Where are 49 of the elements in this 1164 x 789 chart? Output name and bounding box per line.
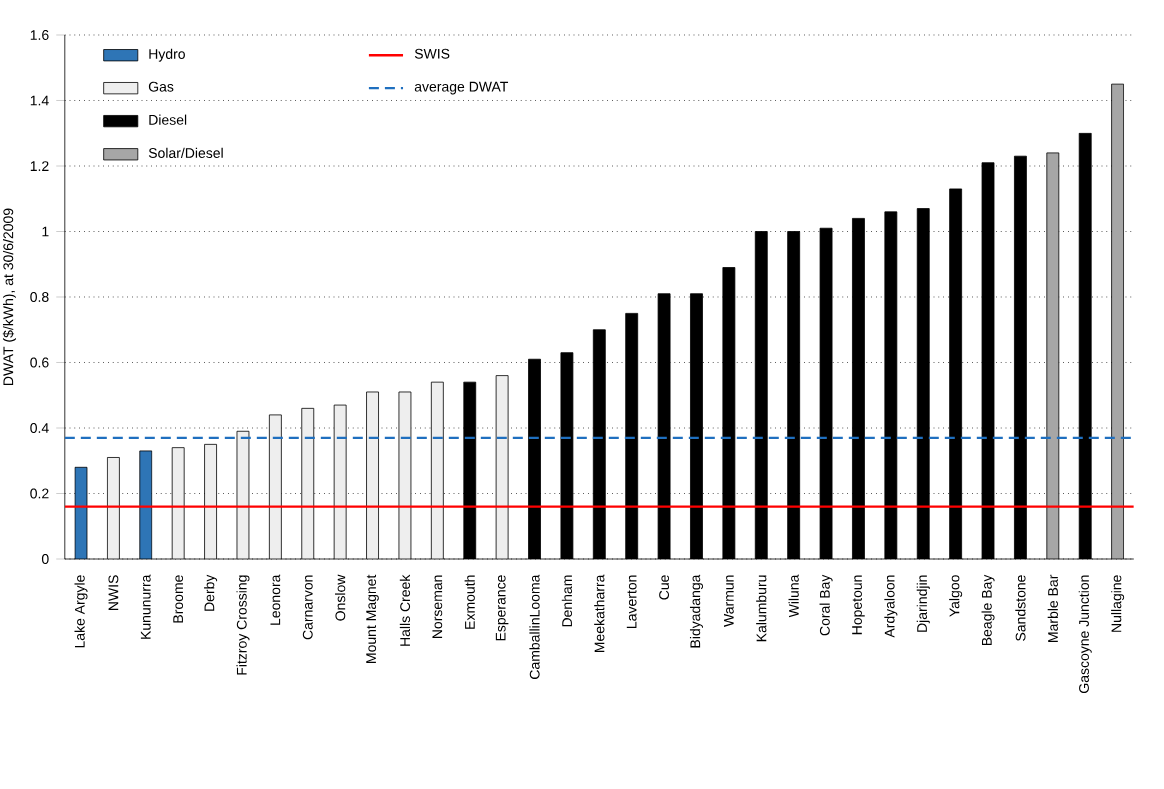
x-tick-label: Coral Bay — [819, 574, 833, 636]
x-tick-label: Bidyadanga — [689, 574, 704, 648]
x-tick-label: Gascoyne Junction — [1078, 575, 1092, 693]
x-tick-label: Marble Bar — [1047, 574, 1058, 642]
x-tick-label: Wiluna — [788, 574, 799, 618]
x-tick-label: Sandstone — [1015, 575, 1026, 641]
legend-label: Solar/Diesel — [148, 147, 223, 158]
y-tick-label: 1 — [42, 226, 49, 237]
x-tick-label: Derby — [204, 574, 218, 611]
legend-label: Hydro — [149, 48, 185, 62]
x-tick-label: Fitzroy Crossing — [236, 575, 250, 675]
x-tick-label: Esperance — [495, 575, 509, 641]
y-tick-label: 1.2 — [30, 161, 49, 171]
x-tick-label: CamballinLooma — [529, 574, 540, 679]
x-tick-label: Broome — [173, 575, 184, 623]
y-tick-label: 1.4 — [30, 95, 49, 106]
x-tick-label: Cue — [659, 575, 670, 600]
x-tick-label: Leonora — [270, 574, 281, 625]
x-tick-label: NWIS — [108, 575, 119, 610]
x-tick-label: Lake Argyle — [74, 575, 88, 648]
x-tick-label: Beagle Bay — [981, 574, 995, 646]
y-tick-label: 0.8 — [30, 292, 49, 302]
y-tick-label: 0.2 — [30, 488, 49, 499]
y-tick-label: 0.4 — [30, 423, 49, 433]
x-tick-label: Norseman — [432, 575, 443, 639]
x-tick-label: Yalgoo — [949, 575, 963, 617]
x-tick-label: Ardyaloon — [884, 575, 898, 638]
x-tick-label: Carnarvon — [302, 575, 313, 640]
y-tick-label: 1.6 — [30, 30, 49, 40]
x-tick-label: Nullagine — [1111, 575, 1125, 632]
legend-label: average DWAT — [414, 81, 509, 95]
x-tick-label: Onslow — [335, 574, 346, 621]
x-tick-label: Halls Creek — [399, 574, 411, 646]
x-tick-label: Warmun — [724, 575, 734, 627]
x-tick-label: Denham — [561, 575, 573, 627]
x-tick-label: Djarindjin — [916, 575, 930, 632]
y-tick-label: 0.6 — [30, 357, 49, 368]
legend-label: Diesel — [149, 114, 187, 125]
y-tick-label: 0 — [41, 554, 49, 564]
x-tick-label: Kununurra — [140, 574, 151, 639]
x-tick-label: Laverton — [626, 575, 637, 628]
x-tick-label: Kalumburu — [756, 575, 767, 642]
y-axis-title: DWAT ($/kWh), at 30/6/2009 — [2, 208, 16, 385]
x-tick-label: Hopetoun — [852, 575, 865, 635]
x-tick-label: Mount Magnet — [366, 574, 379, 663]
x-tick-label: Exmouth — [464, 575, 475, 629]
legend-label: SWIS — [414, 48, 450, 59]
legend-label: Gas — [148, 81, 174, 92]
x-tick-label: Meekatharra — [594, 574, 605, 653]
